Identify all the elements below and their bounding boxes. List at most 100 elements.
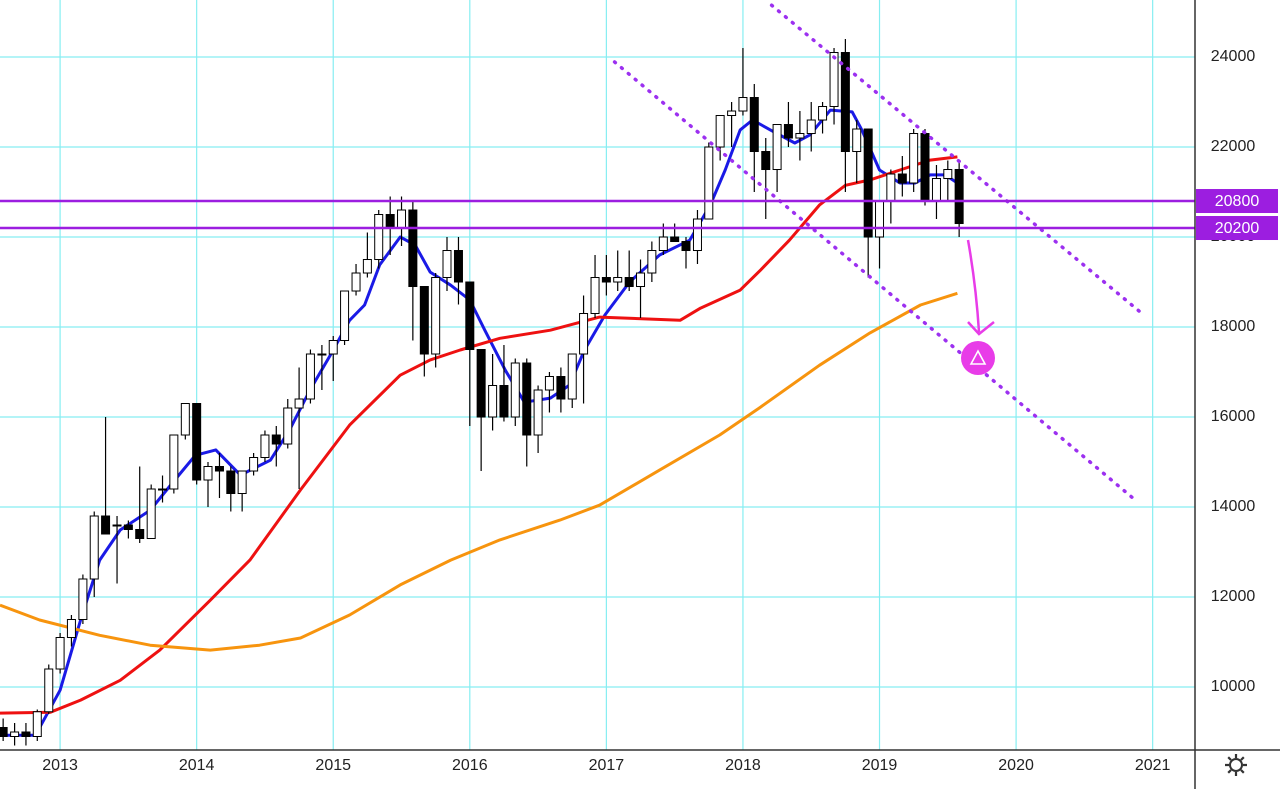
- level-label-box: [1196, 216, 1278, 241]
- candle-body: [146, 488, 156, 540]
- candle-body: [943, 169, 953, 180]
- candle-body: [78, 578, 88, 621]
- candle-body: [897, 173, 907, 184]
- candle-body: [237, 470, 247, 495]
- candle-body: [305, 353, 315, 400]
- x-tick-label: 2015: [315, 757, 351, 774]
- x-tick-label: 2014: [179, 757, 215, 774]
- candle-body: [283, 407, 293, 445]
- trend-line: [612, 60, 1140, 504]
- axis-layer: 1000012000140001600018000200002200024000…: [42, 48, 1278, 774]
- candle-body: [10, 731, 20, 738]
- candle-body: [488, 385, 498, 418]
- x-tick-label: 2021: [1135, 757, 1171, 774]
- x-tick-label: 2013: [42, 757, 78, 774]
- candle-body: [442, 250, 452, 279]
- candle-body: [749, 97, 759, 153]
- candle-body: [840, 52, 850, 153]
- level-label: 20800: [1215, 193, 1260, 210]
- candle-body: [920, 133, 930, 202]
- candle-body: [203, 466, 213, 481]
- y-tick-label: 22000: [1211, 138, 1256, 155]
- candle-body: [533, 389, 543, 436]
- projection-arrow: [966, 239, 981, 333]
- candle-body: [715, 115, 725, 148]
- y-tick-label: 24000: [1211, 48, 1256, 65]
- candle-body: [385, 214, 395, 229]
- candle-body: [453, 250, 463, 283]
- candle-body: [761, 151, 771, 171]
- candle-body: [567, 353, 577, 400]
- candle-body: [624, 277, 634, 288]
- candle-body: [362, 259, 372, 274]
- candle-body: [397, 209, 407, 229]
- candle-body: [556, 376, 566, 400]
- candle-body: [260, 434, 270, 459]
- candle-body: [704, 146, 714, 220]
- x-tick-label: 2017: [589, 757, 625, 774]
- candle-body: [783, 124, 793, 139]
- candle-body: [465, 281, 475, 351]
- candle-body: [112, 524, 122, 527]
- candle-body: [21, 731, 31, 738]
- y-tick-label: 14000: [1211, 498, 1256, 515]
- candle-body: [328, 340, 338, 355]
- candle-body: [476, 349, 486, 418]
- candle-body: [601, 277, 611, 283]
- candle-body: [875, 200, 885, 238]
- x-tick-label: 2020: [998, 757, 1034, 774]
- candle-body: [32, 711, 42, 738]
- candle-body: [180, 403, 190, 436]
- candle-body: [681, 241, 691, 252]
- y-tick-label: 16000: [1211, 408, 1256, 425]
- candle-body: [863, 128, 873, 238]
- candle-body: [829, 52, 839, 108]
- gear-teeth: [1225, 754, 1247, 776]
- candle-body: [727, 110, 737, 117]
- candle-body: [271, 434, 281, 445]
- candle-body: [544, 376, 554, 391]
- candle-body: [852, 128, 862, 153]
- arrow-head: [967, 321, 995, 336]
- candle-body: [226, 470, 236, 495]
- trend-line: [769, 3, 1143, 314]
- alert-marker[interactable]: [961, 341, 995, 375]
- candle-body: [510, 362, 520, 418]
- candle-body: [670, 236, 680, 243]
- x-tick-label: 2016: [452, 757, 488, 774]
- candle-body: [636, 272, 646, 288]
- level-label: 20200: [1215, 220, 1260, 237]
- moving-average-line: [0, 155, 958, 715]
- x-tick-label: 2018: [725, 757, 761, 774]
- candle-body: [886, 173, 896, 202]
- candle-body: [158, 488, 168, 491]
- candle-body: [613, 277, 623, 283]
- candle-body: [431, 277, 441, 355]
- candle-body: [135, 529, 145, 540]
- y-tick-label: 10000: [1211, 678, 1256, 695]
- candle-body: [89, 515, 99, 580]
- candle-body: [772, 124, 782, 171]
- y-tick-label: 18000: [1211, 318, 1256, 335]
- candle-body: [692, 218, 702, 252]
- candle-body: [317, 353, 327, 356]
- candle-body: [419, 286, 429, 355]
- candle-body: [818, 106, 828, 121]
- candle-body: [0, 727, 8, 738]
- candle-body: [169, 434, 179, 490]
- candle-body: [294, 398, 304, 409]
- candle-body: [214, 466, 224, 472]
- settings-gear[interactable]: [1225, 754, 1247, 776]
- x-tick-label: 2019: [862, 757, 898, 774]
- candle-body: [249, 457, 259, 472]
- candle-body: [340, 290, 350, 342]
- gear-ring: [1229, 758, 1243, 772]
- candle-body: [522, 362, 532, 436]
- moving-average-line: [0, 291, 958, 652]
- candle-body: [66, 619, 76, 639]
- candle-body: [499, 385, 509, 418]
- candle-body: [123, 524, 133, 531]
- level-label-box: [1196, 189, 1278, 214]
